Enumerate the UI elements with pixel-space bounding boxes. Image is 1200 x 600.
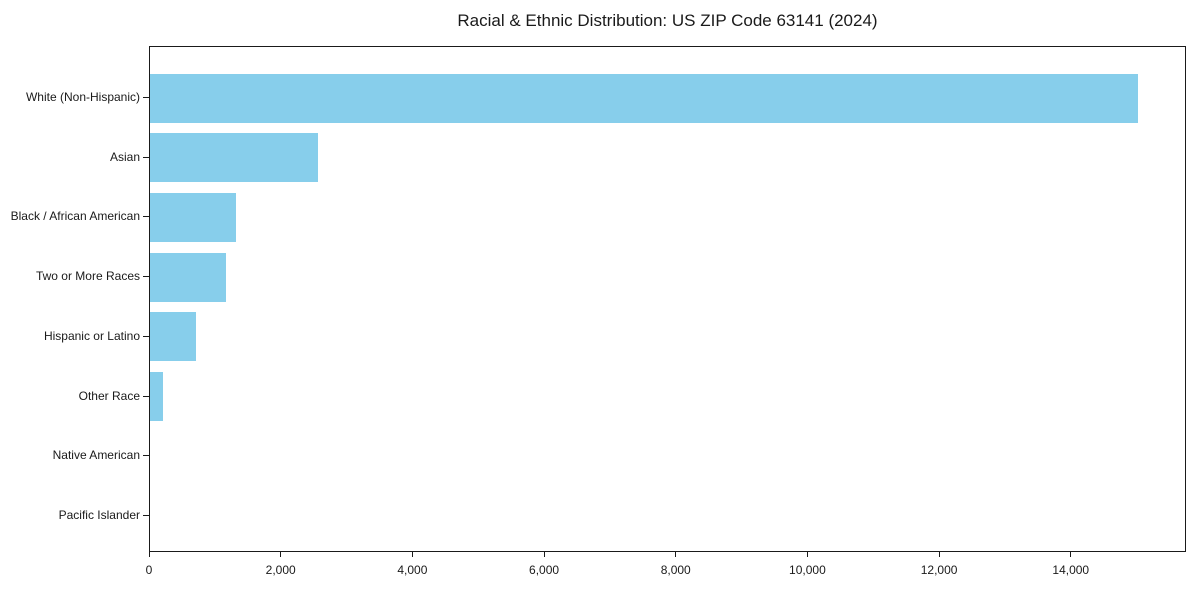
bar-asian xyxy=(150,133,318,183)
y-tick-label-native-american: Native American xyxy=(52,448,140,463)
x-tick-label-12000: 12,000 xyxy=(920,563,958,577)
x-tick-mark xyxy=(938,552,940,557)
x-tick-label-2000: 2,000 xyxy=(265,563,296,577)
y-tick-label-two-or-more-races: Two or More Races xyxy=(35,269,140,284)
bar-white-non-hispanic xyxy=(150,73,1138,123)
x-tick-mark xyxy=(148,552,150,557)
y-tick-mark xyxy=(143,514,149,516)
y-tick-mark xyxy=(143,156,149,158)
x-tick-label-8000: 8,000 xyxy=(660,563,691,577)
y-tick-mark xyxy=(143,276,149,278)
y-tick-mark xyxy=(143,216,149,218)
x-tick-mark xyxy=(1070,552,1072,557)
x-tick-label-4000: 4,000 xyxy=(397,563,428,577)
x-tick-mark xyxy=(806,552,808,557)
x-tick-label-0: 0 xyxy=(145,563,153,577)
x-tick-mark xyxy=(675,552,677,557)
y-tick-label-pacific-islander: Pacific Islander xyxy=(58,507,140,522)
y-tick-label-hispanic-or-latino: Hispanic or Latino xyxy=(43,328,140,343)
y-tick-mark xyxy=(143,97,149,98)
bar-hispanic-or-latino xyxy=(150,312,197,362)
y-tick-label-white-non-hispanic: White (Non-Hispanic) xyxy=(25,90,140,104)
y-tick-label-asian: Asian xyxy=(109,149,140,164)
y-tick-label-black-african-american: Black / African American xyxy=(10,209,140,224)
y-tick-mark xyxy=(143,455,149,457)
y-tick-label-other-race: Other Race xyxy=(78,388,140,403)
x-tick-mark xyxy=(280,552,282,557)
y-tick-mark xyxy=(143,335,149,337)
bar-two-or-more-races xyxy=(150,252,226,302)
x-tick-label-14000: 14,000 xyxy=(1052,563,1090,577)
bar-other-race xyxy=(150,372,164,421)
x-tick-mark xyxy=(543,552,545,557)
y-tick-mark xyxy=(143,395,149,397)
bar-black-african-american xyxy=(150,192,236,242)
x-tick-label-10000: 10,000 xyxy=(789,563,826,577)
x-tick-mark xyxy=(411,552,413,557)
chart-title: Racial & Ethnic Distribution: US ZIP Cod… xyxy=(457,11,878,30)
x-tick-label-6000: 6,000 xyxy=(529,563,560,577)
plot-area xyxy=(149,46,1186,552)
